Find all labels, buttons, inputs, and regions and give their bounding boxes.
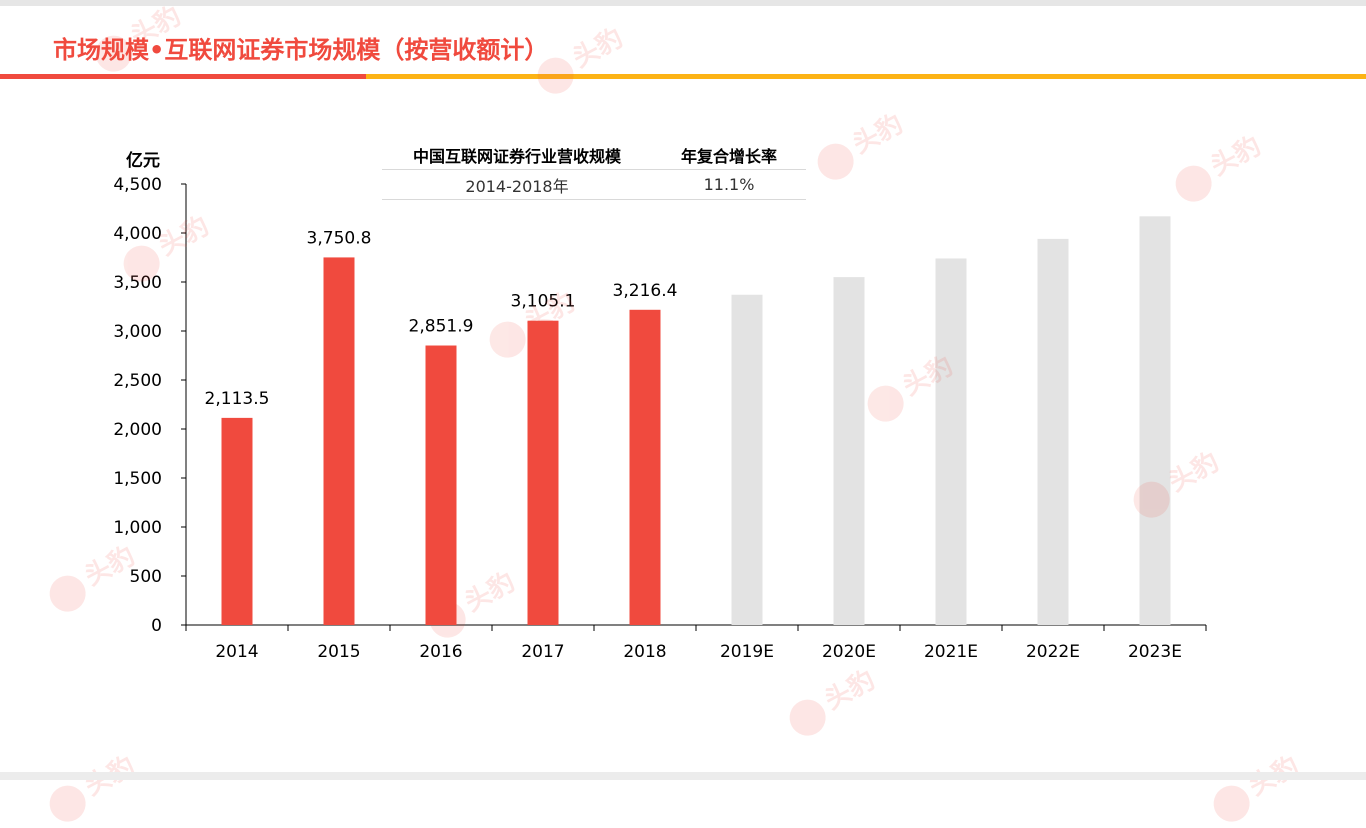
cagr-rate: 11.1% <box>703 175 755 194</box>
bar-chart: 0 500 1,000 1,500 2,000 2,500 3,000 3,500 4,000 4… <box>113 175 1207 662</box>
cagr-header-scope: 中国互联网证券行业营收规模 <box>412 146 621 166</box>
y-tick-label: 500 <box>130 567 162 587</box>
bar <box>221 417 253 625</box>
bar <box>833 277 865 625</box>
x-tick-label: 2017 <box>521 642 564 662</box>
y-tick-label: 1,500 <box>113 469 162 489</box>
cagr-table-header-row: 中国互联网证券行业营收规模 年复合增长率 <box>382 140 806 170</box>
bar <box>629 309 661 625</box>
bar <box>527 320 559 625</box>
bar <box>323 257 355 625</box>
bar <box>935 258 967 625</box>
y-tick-label: 1,000 <box>113 518 162 538</box>
data-label: 3,105.1 <box>511 292 576 312</box>
cagr-header-rate: 年复合增长率 <box>680 146 777 166</box>
x-tick-label: 2018 <box>623 642 666 662</box>
top-strip <box>0 0 1366 6</box>
y-tick-label: 4,500 <box>113 175 162 195</box>
bar <box>1037 238 1069 625</box>
cagr-period: 2014-2018年 <box>465 176 569 196</box>
bar <box>425 345 457 625</box>
leopard-head-icon <box>43 778 92 828</box>
x-tick-label: 2021E <box>924 642 978 662</box>
title-rule-yellow <box>366 74 1366 79</box>
y-tick-label: 4,000 <box>113 224 162 244</box>
data-label: 2,851.9 <box>409 317 474 337</box>
y-tick-label: 3,500 <box>113 273 162 293</box>
y-axis-unit-label: 亿元 <box>126 151 160 171</box>
data-label: 2,113.5 <box>205 389 270 409</box>
data-label: 3,750.8 <box>307 228 372 248</box>
y-tick-label: 0 <box>151 616 162 636</box>
y-tick-label: 2,000 <box>113 420 162 440</box>
bar <box>1139 216 1171 625</box>
x-tick-label: 2022E <box>1026 642 1080 662</box>
leopard-head-icon <box>1207 778 1256 828</box>
x-tick-label: 2014 <box>215 642 258 662</box>
data-label: 3,216.4 <box>613 281 678 301</box>
x-tick-label: 2019E <box>720 642 774 662</box>
bar <box>731 294 763 625</box>
x-tick-label: 2015 <box>317 642 360 662</box>
title-rule-red <box>0 74 366 79</box>
y-tick-label: 2,500 <box>113 371 162 391</box>
cagr-table: 中国互联网证券行业营收规模 年复合增长率 2014-2018年 11.1% <box>382 140 806 200</box>
x-tick-label: 2016 <box>419 642 462 662</box>
y-tick-label: 3,000 <box>113 322 162 342</box>
bottom-strip <box>0 772 1366 780</box>
cagr-table-row: 2014-2018年 11.1% <box>382 170 806 200</box>
x-tick-label: 2023E <box>1128 642 1182 662</box>
x-tick-label: 2020E <box>822 642 876 662</box>
page-title: 市场规模•互联网证券市场规模（按营收额计） <box>53 36 549 64</box>
